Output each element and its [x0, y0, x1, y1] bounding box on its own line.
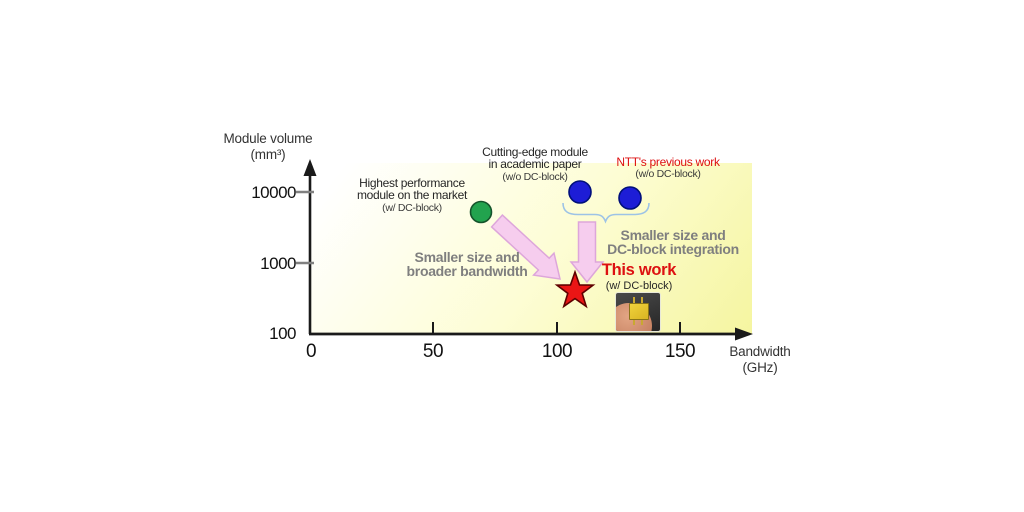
x-axis-title-line2: (GHz)	[742, 360, 778, 376]
y-tick-label-100: 100	[269, 324, 296, 343]
x-tick-label-50: 50	[422, 341, 444, 362]
y-axis-title: Module volume (mm³)	[203, 131, 333, 163]
y-axis-title-line1: Module volume	[223, 131, 313, 146]
chip-pin-icon	[641, 318, 643, 325]
chip-pin-icon	[641, 297, 643, 304]
x-axis-title-line1: Bandwidth	[729, 344, 791, 359]
annotation-broader-line2: broader bandwidth	[406, 263, 528, 279]
marker-market-circle	[469, 200, 493, 224]
y-tick-label-1000: 1000	[260, 254, 296, 273]
x-axis-arrowhead-icon	[735, 327, 753, 341]
brace-icon	[562, 202, 650, 224]
arrow-diagonal	[490, 214, 561, 280]
label-market: Highest performance module on the market…	[346, 177, 478, 214]
annotation-dc-block-integration: Smaller size and DC-block integration	[592, 228, 754, 256]
x-tick-label-100: 100	[541, 341, 573, 362]
annotation-broader-bandwidth: Smaller size and broader bandwidth	[392, 250, 542, 278]
label-market-line1: Highest performance	[359, 176, 465, 190]
x-axis-title: Bandwidth (GHz)	[714, 344, 806, 376]
chip-pin-icon	[633, 297, 635, 304]
chip-photo	[616, 293, 660, 331]
y-tick-label-10000: 10000	[251, 183, 296, 202]
y-axis-arrowhead-icon	[303, 159, 317, 176]
x-tick-label-0: 0	[305, 341, 317, 362]
label-academic-sub: (w/o DC-block)	[502, 170, 568, 183]
label-market-line2: module on the market	[356, 188, 468, 203]
marker-ntt-previous-circle	[618, 186, 642, 210]
label-ntt-previous-line1: NTT's previous work	[616, 155, 720, 169]
label-this-work: This work	[601, 261, 677, 279]
y-axis-title-line2: (mm³)	[250, 147, 286, 163]
label-ntt-previous-sub: (w/o DC-block)	[635, 168, 701, 181]
label-this-work-sub: (w/ DC-block)	[605, 280, 673, 292]
annotation-dcblock-line1: Smaller size and	[620, 227, 726, 243]
annotation-broader-line1: Smaller size and	[414, 249, 520, 265]
x-tick-label-150: 150	[664, 341, 696, 362]
label-market-sub: (w/ DC-block)	[382, 201, 442, 214]
label-academic-line2: in academic paper	[488, 157, 582, 172]
label-academic: Cutting-edge module in academic paper (w…	[470, 146, 600, 183]
label-academic-line1: Cutting-edge module	[482, 145, 588, 159]
marker-this-work-star	[554, 269, 596, 309]
chip-pin-icon	[633, 318, 635, 325]
arrow-vertical	[569, 221, 605, 284]
chip-body	[629, 303, 649, 320]
annotation-dcblock-line2: DC-block integration	[607, 241, 739, 257]
label-ntt-previous: NTT's previous work (w/o DC-block)	[603, 156, 733, 180]
marker-academic-circle	[568, 180, 592, 204]
